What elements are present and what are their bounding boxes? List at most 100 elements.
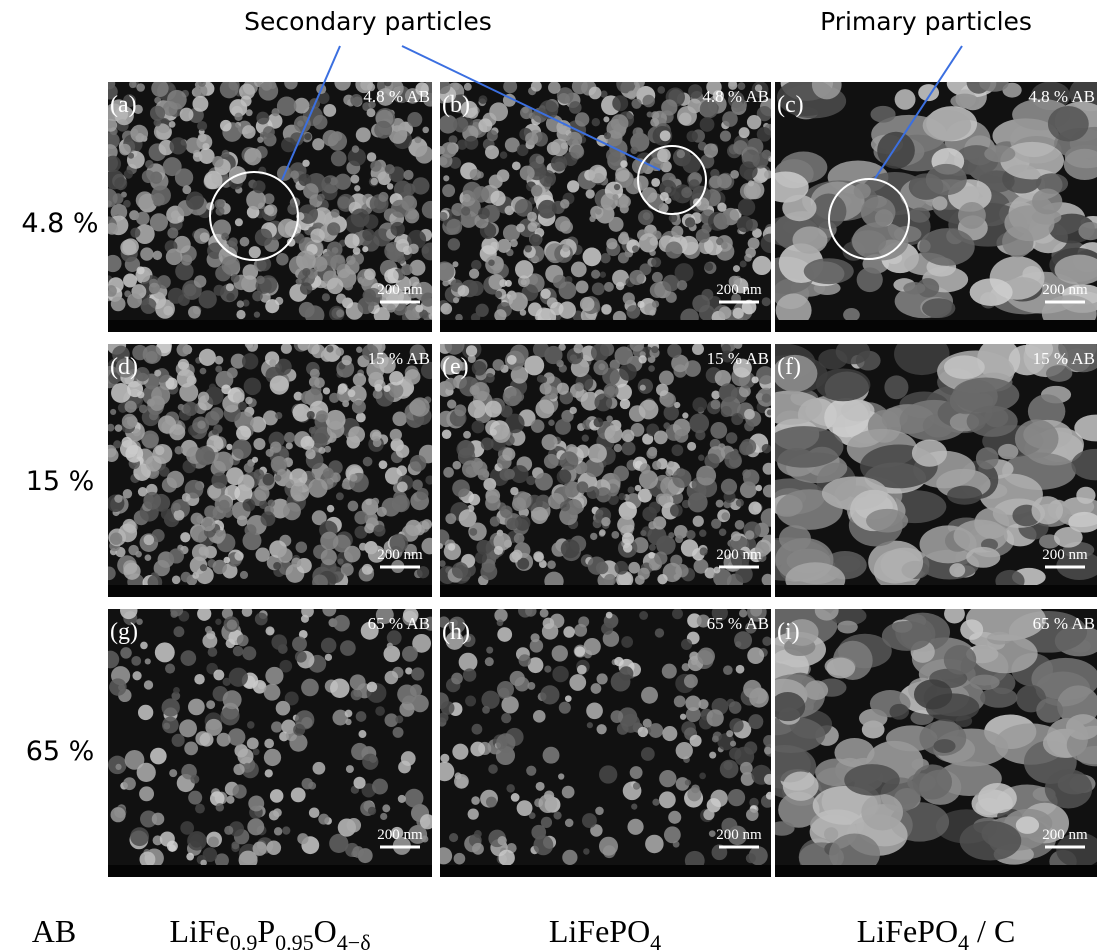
particle	[197, 121, 207, 131]
particle	[182, 493, 191, 502]
particle	[185, 137, 201, 153]
particle	[685, 217, 695, 227]
particle	[736, 499, 744, 507]
panel-label: (a)	[110, 92, 137, 118]
particle	[140, 851, 156, 867]
particle	[877, 132, 915, 169]
particle	[232, 439, 252, 459]
particle	[675, 263, 694, 282]
particle	[110, 409, 116, 415]
particle	[570, 145, 584, 159]
particle	[854, 183, 871, 198]
particle	[651, 178, 660, 187]
particle	[102, 651, 120, 669]
particle	[765, 426, 844, 468]
particle	[489, 102, 508, 121]
particle	[244, 524, 256, 536]
particle	[356, 711, 367, 722]
particle	[707, 486, 714, 493]
particle	[362, 754, 378, 770]
particle	[739, 127, 750, 138]
particle	[728, 789, 745, 806]
particle	[170, 137, 187, 154]
particle	[597, 724, 607, 734]
particle	[113, 440, 121, 448]
particle	[123, 489, 132, 498]
particle	[296, 541, 308, 553]
particle	[105, 170, 125, 190]
panel-tag: 65 % AB	[368, 614, 430, 633]
particle	[473, 461, 487, 475]
particle	[226, 796, 234, 804]
particle	[283, 502, 301, 520]
particle	[733, 140, 748, 155]
particle	[226, 293, 234, 301]
particle	[330, 255, 345, 270]
particle	[180, 108, 194, 122]
formula-part: 4	[650, 930, 661, 951]
panel-label: (h)	[442, 619, 470, 645]
particle	[486, 647, 493, 654]
particle	[505, 206, 515, 216]
particle	[397, 482, 408, 493]
sem-image: (i)65 % AB200 nm	[740, 598, 1097, 877]
particle	[615, 561, 629, 575]
particle	[651, 346, 658, 353]
particle	[194, 674, 204, 684]
particle	[170, 603, 183, 616]
particle	[212, 156, 223, 167]
particle	[469, 269, 479, 279]
particle	[502, 448, 515, 461]
particle	[169, 424, 185, 440]
particle	[747, 647, 764, 664]
particle	[290, 482, 309, 501]
particle	[767, 409, 773, 415]
particle	[742, 469, 751, 478]
particle	[557, 383, 569, 395]
particle	[224, 557, 231, 564]
particle	[150, 748, 167, 765]
particle	[630, 337, 644, 351]
particle	[437, 543, 443, 549]
particle	[469, 494, 481, 506]
particle	[445, 513, 456, 524]
particle	[447, 399, 456, 408]
particle	[628, 486, 635, 493]
particle	[984, 145, 1015, 162]
particle	[731, 531, 741, 541]
particle	[619, 666, 633, 680]
particle	[555, 419, 571, 435]
particle	[473, 186, 489, 202]
particle	[895, 89, 916, 110]
info-strip	[440, 865, 771, 877]
particle	[387, 183, 394, 190]
particle	[623, 292, 635, 304]
particle	[169, 121, 176, 128]
particle	[737, 216, 753, 232]
particle	[199, 349, 216, 366]
particle	[652, 300, 659, 307]
particle	[868, 541, 923, 584]
particle	[137, 391, 144, 398]
particle	[324, 177, 331, 184]
particle	[655, 628, 664, 637]
particle	[367, 152, 376, 161]
particle	[648, 521, 656, 529]
particle	[912, 439, 947, 466]
particle	[104, 119, 117, 132]
particle	[474, 830, 482, 838]
particle	[373, 525, 385, 537]
particle	[323, 387, 330, 394]
particle	[723, 665, 733, 675]
particle	[294, 233, 305, 244]
particle	[264, 749, 281, 766]
sem-image: (g)65 % AB200 nm	[102, 602, 438, 877]
particle	[1015, 419, 1059, 458]
formula-part: O	[314, 913, 337, 949]
particle	[374, 121, 392, 139]
particle	[631, 99, 641, 109]
particle	[979, 75, 1008, 92]
particle	[256, 112, 269, 125]
particle	[396, 444, 409, 457]
particle	[583, 848, 589, 854]
